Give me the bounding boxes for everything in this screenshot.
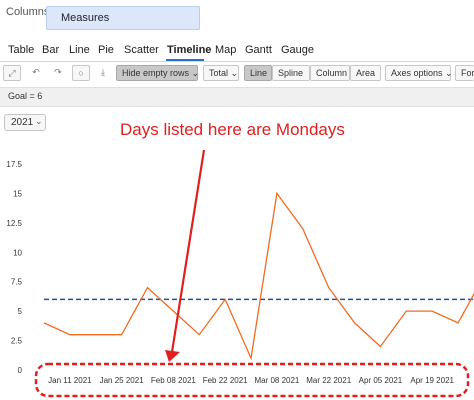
format-button[interactable]: For (455, 65, 474, 81)
y-tick-label: 5 (18, 307, 23, 316)
tab-map[interactable]: Map (215, 44, 237, 56)
chart-type-tabs: Table Bar Line Pie Scatter Timeline Map … (0, 44, 474, 62)
y-tick-label: 2.5 (11, 337, 23, 346)
y-axis: 0 2.5 5 7.5 10 12.5 15 17.5 (6, 160, 22, 375)
x-tick-label: Mar 22 2021 (306, 376, 351, 385)
area-label: Area (356, 68, 376, 78)
axes-options-label: Axes options (391, 68, 443, 78)
year-value: 2021 (11, 117, 34, 128)
x-tick-label: Apr 05 2021 (359, 376, 403, 385)
total-label: Total (209, 68, 229, 78)
column-label: Column (316, 68, 348, 78)
goal-text: Goal = 6 (8, 91, 43, 101)
y-tick-label: 12.5 (6, 219, 22, 228)
download-icon[interactable]: ⤓ (101, 67, 105, 77)
tabs-divider (0, 61, 474, 62)
spline-label: Spline (278, 68, 304, 78)
line-label: Line (250, 68, 268, 78)
x-tick-label: Jan 25 2021 (100, 376, 145, 385)
line-mode-button[interactable]: Line (244, 65, 272, 81)
x-tick-label: Feb 22 2021 (203, 376, 248, 385)
expand-icon[interactable]: ⤢ (3, 65, 21, 81)
tab-bar[interactable]: Bar (42, 44, 60, 56)
tab-scatter[interactable]: Scatter (124, 44, 159, 56)
y-tick-label: 10 (13, 248, 22, 257)
column-mode-button[interactable]: Column (310, 65, 350, 81)
active-tab-indicator (166, 59, 204, 61)
x-tick-label: Apr 19 2021 (410, 376, 454, 385)
columns-label: Columns (6, 6, 50, 18)
tab-timeline[interactable]: Timeline (167, 44, 212, 56)
chevron-down-icon: ⌄ (35, 116, 43, 126)
y-tick-label: 17.5 (6, 160, 22, 169)
y-tick-label: 15 (13, 189, 22, 198)
total-dropdown[interactable]: Total ⌄ (203, 65, 239, 81)
tab-line[interactable]: Line (69, 44, 90, 56)
annotation-arrow-head (165, 350, 180, 362)
redo-icon[interactable]: ↷ (54, 67, 62, 77)
series-polyline (43, 191, 474, 361)
y-tick-label: 7.5 (11, 278, 23, 287)
measures-field[interactable]: Measures (61, 12, 110, 24)
annotation-layer (34, 149, 470, 398)
x-tick-label: Mar 08 2021 (254, 376, 299, 385)
chevron-down-icon: ⌄ (445, 68, 453, 78)
x-axis: Jan 11 2021 Jan 25 2021 Feb 08 2021 Feb 22 … (48, 376, 454, 385)
format-label: For (461, 68, 474, 78)
y-tick-label: 0 (18, 366, 23, 375)
axes-options-dropdown[interactable]: Axes options ⌄ (385, 65, 453, 81)
chevron-down-icon: ⌄ (191, 68, 200, 78)
spline-mode-button[interactable]: Spline (272, 65, 310, 81)
x-tick-label: Feb 08 2021 (151, 376, 196, 385)
tab-pie[interactable]: Pie (98, 44, 114, 56)
undo-icon[interactable]: ↶ (32, 67, 40, 77)
measures-drop-zone[interactable]: Measures (46, 6, 200, 30)
annotation-dashed-outline (34, 362, 470, 398)
hide-empty-rows-label: Hide empty rows (122, 68, 190, 78)
tab-gauge[interactable]: Gauge (281, 44, 315, 56)
hide-empty-rows-button[interactable]: Hide empty rows ⌄ (116, 65, 200, 81)
area-mode-button[interactable]: Area (350, 65, 381, 81)
tab-table[interactable]: Table (8, 44, 35, 56)
annotation-arrow-shaft (170, 149, 206, 353)
year-selector[interactable]: 2021 ⌄ (4, 114, 46, 131)
comment-icon[interactable]: ○ (72, 65, 90, 81)
tab-gantt[interactable]: Gantt (245, 44, 272, 56)
chevron-down-icon: ⌄ (230, 68, 239, 78)
chart-toolbar: ⤢ ↶ ↷ ○ ⤓ Hide empty rows ⌄ Total ⌄ Line… (0, 63, 474, 85)
series-line (43, 191, 474, 361)
x-tick-label: Jan 11 2021 (48, 376, 92, 385)
goal-bar: Goal = 6 (0, 87, 474, 107)
annotation-text: Days listed here are Mondays (120, 120, 345, 139)
